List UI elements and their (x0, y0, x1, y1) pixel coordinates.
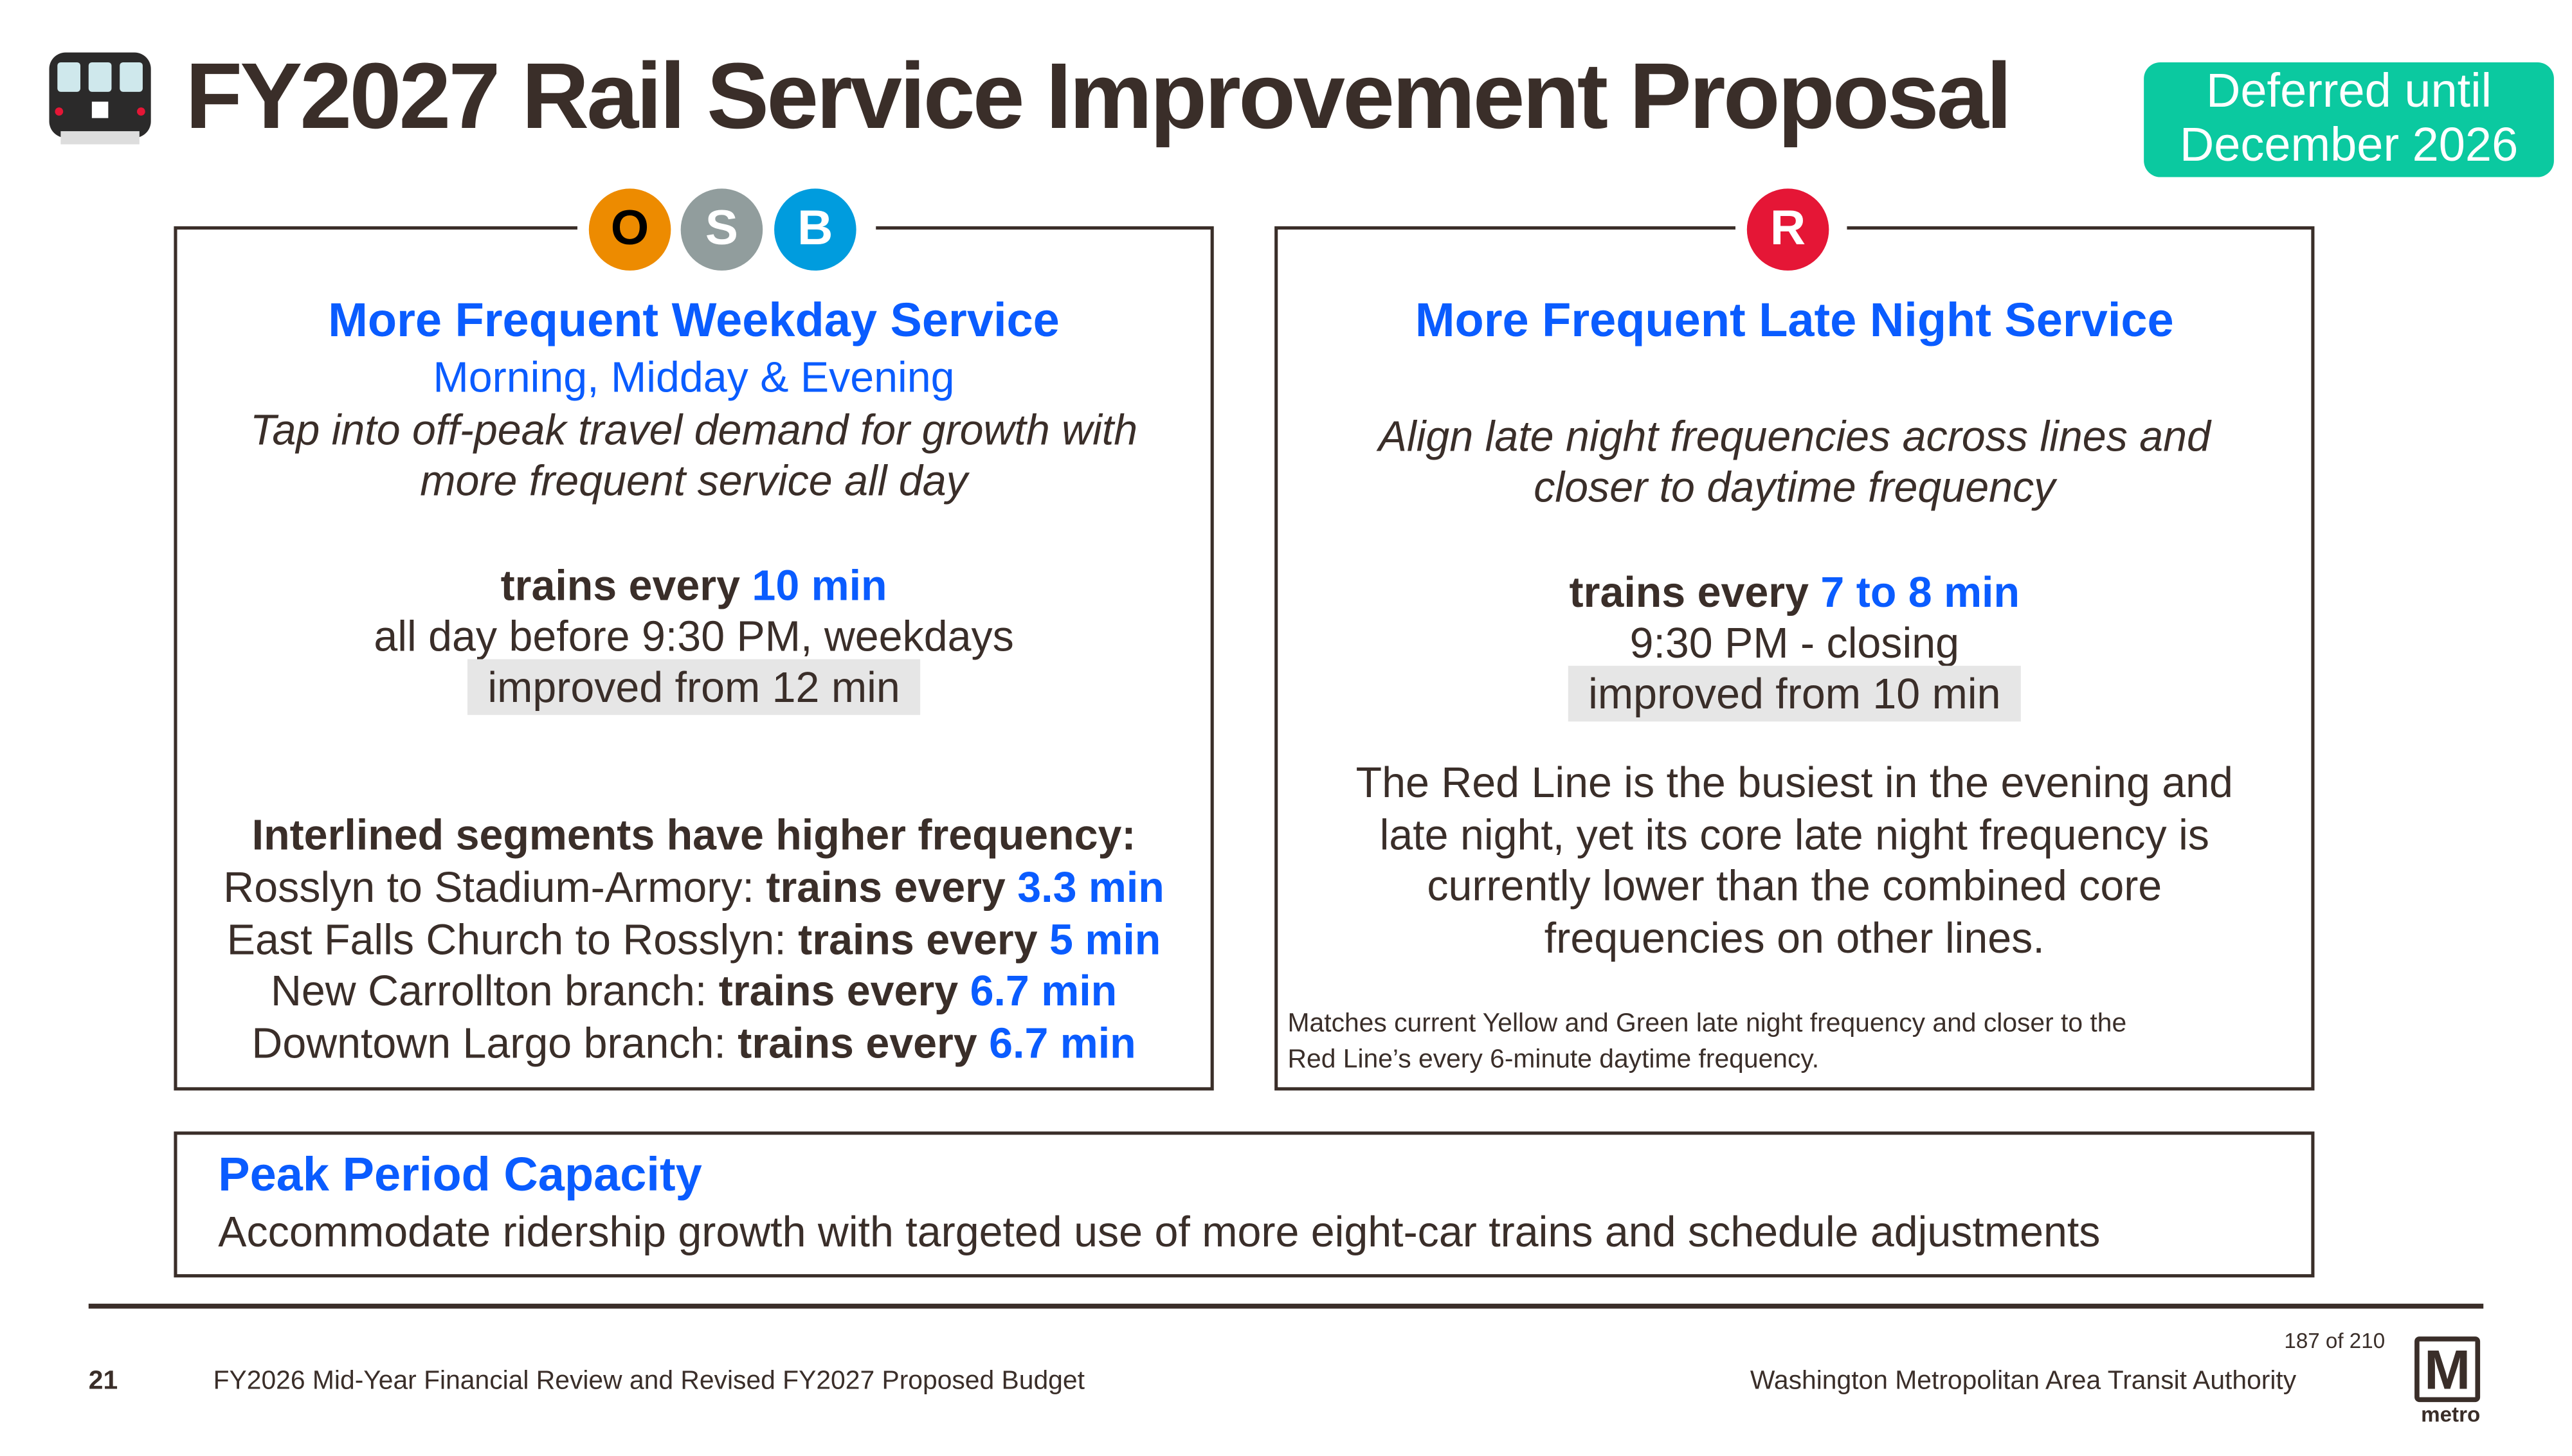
segment-name: Downtown Largo branch: (251, 1017, 726, 1067)
peak-heading: Peak Period Capacity (218, 1149, 702, 1202)
silver-line-icon: S (680, 188, 763, 271)
footnote: Matches current Yellow and Green late ni… (1288, 1007, 2127, 1079)
improved-from: improved from 12 min (177, 659, 1211, 715)
panel-heading: More Frequent Weekday Service (328, 295, 1060, 348)
frequency-line: trains every 7 to 8 min (1278, 568, 2311, 619)
segment-name: New Carrollton branch: (270, 966, 707, 1016)
metro-m-icon: M (2414, 1336, 2481, 1403)
trains-every-label: trains every (738, 1017, 977, 1067)
interlined-heading: Interlined segments have higher frequenc… (251, 810, 1136, 859)
page-number: 21 (88, 1367, 118, 1396)
segment-item: Rosslyn to Stadium-Armory: trains every … (177, 863, 1211, 914)
panel-desc-2: more frequent service all day (420, 456, 968, 505)
segment-list: Rosslyn to Stadium-Armory: trains every … (177, 863, 1211, 1069)
red-line-icon: R (1746, 188, 1829, 271)
frequency-line: trains every 10 min (177, 561, 1211, 612)
late-night-service-panel: More Frequent Late Night Service Align l… (1274, 224, 2315, 1091)
metro-logo: M metro (2414, 1336, 2486, 1428)
metro-wordmark: metro (2421, 1402, 2481, 1427)
segment-item: New Carrollton branch: trains every 6.7 … (177, 966, 1211, 1018)
segment-frequency: 3.3 min (1017, 862, 1164, 912)
page-title: FY2027 Rail Service Improvement Proposal (185, 44, 2012, 150)
frequency-value: 7 to 8 min (1820, 567, 2020, 617)
footer-divider (88, 1304, 2484, 1309)
trains-every-label: trains every (718, 966, 959, 1016)
badge-line-2: December 2026 (2179, 120, 2519, 172)
frequency-when: all day before 9:30 PM, weekdays (374, 611, 1014, 661)
panel-subheading: Morning, Midday & Evening (433, 352, 955, 402)
panel-desc-1: Align late night frequencies across line… (1378, 411, 2211, 461)
peak-text: Accommodate ridership growth with target… (218, 1207, 2101, 1257)
segment-name: Rosslyn to Stadium-Armory: (223, 862, 754, 912)
train-front-icon (44, 49, 156, 148)
red-line-paragraph: The Red Line is the busiest in the eveni… (1278, 758, 2311, 964)
badge-line-1: Deferred until (2205, 66, 2492, 118)
document-title: FY2026 Mid-Year Financial Review and Rev… (213, 1367, 1085, 1396)
segment-item: East Falls Church to Rosslyn: trains eve… (177, 914, 1211, 966)
improved-highlight: improved from 10 min (1568, 665, 2021, 722)
blue-line-icon: B (774, 188, 856, 271)
improved-highlight: improved from 12 min (467, 659, 920, 715)
peak-capacity-panel: Peak Period Capacity Accommodate ridersh… (174, 1131, 2315, 1278)
page-count: 187 of 210 (2284, 1328, 2386, 1353)
footnote-line: Matches current Yellow and Green late ni… (1287, 1010, 2127, 1038)
improved-from: improved from 10 min (1278, 665, 2311, 722)
segment-frequency: 5 min (1049, 914, 1161, 964)
panel-heading: More Frequent Late Night Service (1415, 295, 2174, 348)
paragraph-line: currently lower than the combined core (1427, 861, 2162, 910)
panel-desc-2: closer to daytime frequency (1534, 462, 2056, 512)
segment-frequency: 6.7 min (989, 1017, 1136, 1067)
frequency-value: 10 min (752, 561, 887, 610)
deferred-badge: Deferred until December 2026 (2144, 62, 2554, 177)
orange-line-icon: O (588, 188, 671, 271)
segment-frequency: 6.7 min (970, 966, 1118, 1016)
panel-desc-1: Tap into off-peak travel demand for grow… (250, 405, 1138, 454)
paragraph-line: The Red Line is the busiest in the eveni… (1355, 757, 2233, 807)
paragraph-line: late night, yet its core late night freq… (1379, 809, 2209, 859)
frequency-when: 9:30 PM - closing (1629, 618, 1960, 668)
weekday-service-panel: More Frequent Weekday Service Morning, M… (174, 224, 1214, 1091)
trains-every-label: trains every (500, 561, 740, 610)
segment-name: East Falls Church to Rosslyn: (226, 914, 786, 964)
trains-every-label: trains every (798, 914, 1038, 964)
trains-every-label: trains every (1569, 567, 1809, 617)
footnote-line: Red Line’s every 6-minute daytime freque… (1287, 1046, 1820, 1074)
segment-item: Downtown Largo branch: trains every 6.7 … (177, 1018, 1211, 1069)
paragraph-line: frequencies on other lines. (1544, 912, 2045, 962)
organization-name: Washington Metropolitan Area Transit Aut… (1750, 1367, 2297, 1396)
trains-every-label: trains every (766, 862, 1006, 912)
